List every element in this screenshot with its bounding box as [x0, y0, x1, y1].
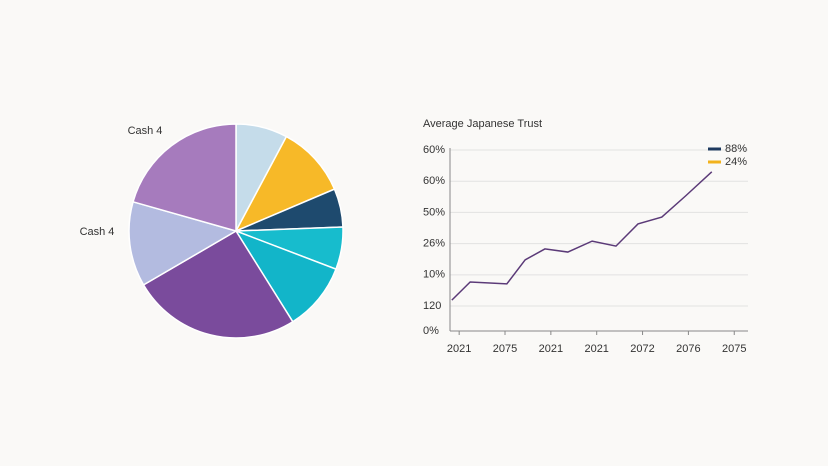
y-tick-label: 10% [423, 269, 445, 281]
annotation: Cash 4 [128, 125, 163, 137]
y-tick-label: 26% [423, 238, 445, 250]
y-tick-label: 60% [423, 144, 445, 156]
x-tick-label: 2021 [584, 343, 608, 355]
x-tick-label: 2076 [676, 343, 700, 355]
annotation: Cash 4 [80, 226, 115, 238]
pie-slice [234, 229, 337, 323]
y-tick-label: 50% [423, 206, 445, 218]
legend-label: 88% [725, 143, 747, 155]
x-tick-label: 2072 [630, 343, 654, 355]
line [451, 171, 713, 301]
chart-title: Average Japanese Trust [423, 118, 542, 130]
y-tick-label: 60% [423, 175, 445, 187]
x-tick-label: 2021 [447, 343, 471, 355]
y-tick-label: 0% [423, 325, 439, 337]
pie-slice [128, 200, 238, 286]
x-tick-label: 2075 [493, 343, 517, 355]
pie-slice [132, 123, 237, 232]
x-tick-label: 2021 [539, 343, 563, 355]
legend-label: 24% [725, 156, 747, 168]
x-tick-label: 2075 [722, 343, 746, 355]
y-tick-label: 120 [423, 300, 441, 312]
pie-slice [142, 229, 294, 339]
pie-slice [234, 135, 336, 233]
